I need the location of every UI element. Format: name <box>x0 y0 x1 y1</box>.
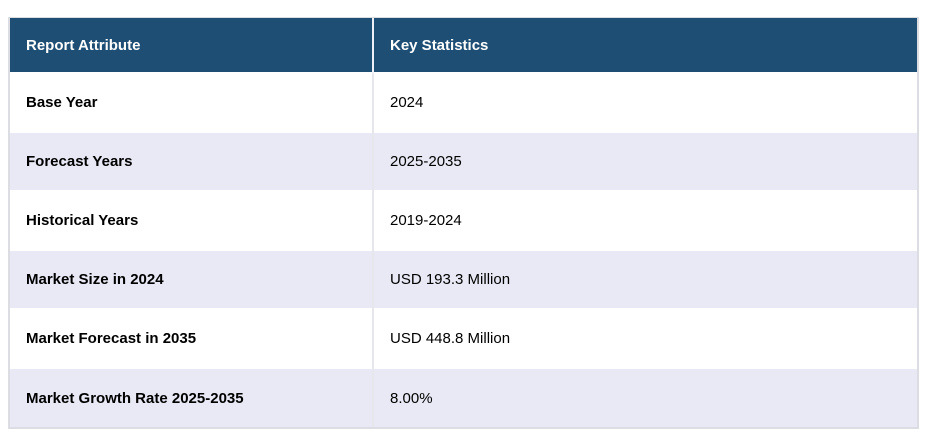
row-value-historical-years: 2019-2024 <box>373 190 917 250</box>
table-row: Historical Years 2019-2024 <box>10 190 917 250</box>
row-attribute-base-year: Base Year <box>10 72 374 132</box>
column-header-key-statistics: Key Statistics <box>373 18 917 73</box>
row-attribute-forecast-years: Forecast Years <box>10 131 374 191</box>
table-row: Market Forecast in 2035 USD 448.8 Millio… <box>10 308 917 368</box>
row-value-forecast-years: 2025-2035 <box>373 131 917 191</box>
row-value-market-forecast: USD 448.8 Million <box>373 308 917 368</box>
row-attribute-historical-years: Historical Years <box>10 190 374 250</box>
table-row: Base Year 2024 <box>10 72 917 132</box>
report-summary-table-container: Report Attribute Key Statistics Base Yea… <box>8 17 919 429</box>
table-row: Forecast Years 2025-2035 <box>10 131 917 191</box>
table-row: Market Growth Rate 2025-2035 8.00% <box>10 367 917 427</box>
table-row: Market Size in 2024 USD 193.3 Million <box>10 249 917 309</box>
row-attribute-market-size: Market Size in 2024 <box>10 249 374 309</box>
row-attribute-market-forecast: Market Forecast in 2035 <box>10 308 374 368</box>
report-summary-table: Report Attribute Key Statistics Base Yea… <box>10 18 917 427</box>
row-value-market-growth-rate: 8.00% <box>373 367 917 427</box>
row-attribute-market-growth-rate: Market Growth Rate 2025-2035 <box>10 367 374 427</box>
row-value-market-size: USD 193.3 Million <box>373 249 917 309</box>
column-header-report-attribute: Report Attribute <box>10 18 374 73</box>
table-header-row: Report Attribute Key Statistics <box>10 18 917 73</box>
row-value-base-year: 2024 <box>373 72 917 132</box>
